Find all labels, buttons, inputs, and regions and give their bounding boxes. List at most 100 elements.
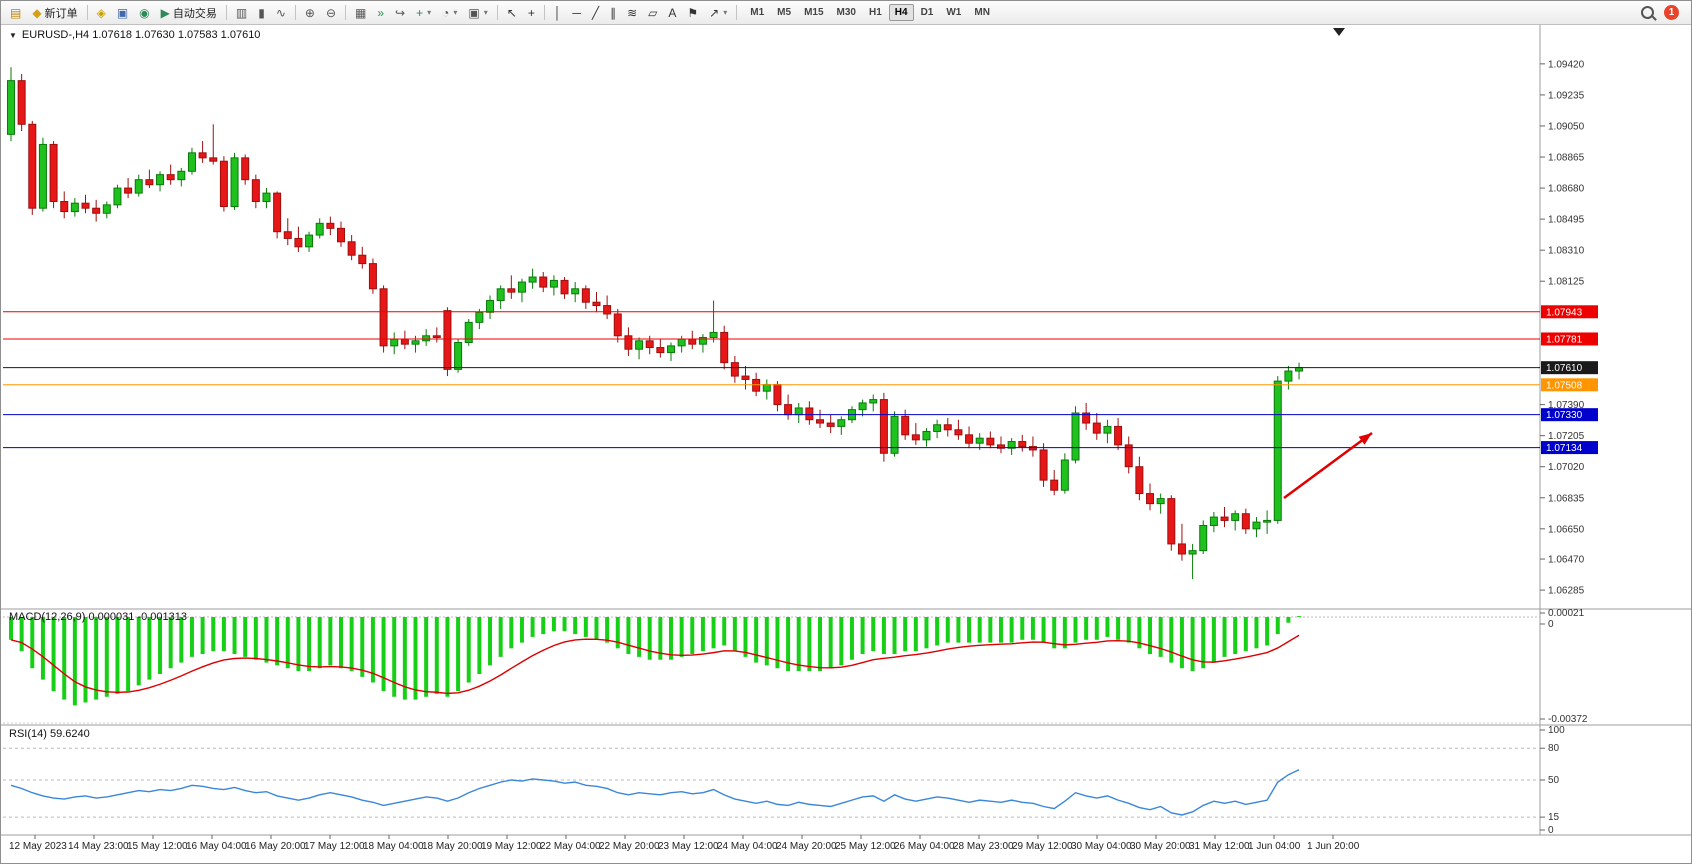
data-window-button[interactable]: ▣ [112, 2, 133, 24]
chevron-down-icon: ▾ [453, 8, 458, 17]
timeframe-m1[interactable]: M1 [750, 7, 765, 18]
candle [996, 444, 1005, 449]
candle [986, 437, 995, 446]
arrows-button[interactable]: ↗ ▾ [704, 2, 732, 24]
time-axis-label: 24 May 20:00 [776, 841, 837, 852]
line-chart-button[interactable]: ∿ [271, 2, 291, 24]
timeframe-m15[interactable]: M15 [804, 7, 824, 18]
horizontal-line-button[interactable]: ─ [567, 2, 586, 24]
vertical-line-button[interactable]: │ [549, 2, 567, 24]
candle [294, 237, 303, 248]
timeframe-d1[interactable]: D1 [920, 7, 934, 18]
candle [784, 404, 793, 416]
toolbar-separator [225, 5, 227, 20]
timeframe-m5[interactable]: M5 [777, 7, 792, 18]
time-axis-label: 15 May 12:00 [127, 841, 188, 852]
toolbar-right: 1 [1641, 5, 1687, 20]
candle [1028, 446, 1037, 451]
chart-shift-button[interactable]: ↪ [390, 2, 410, 24]
timeframe-h4[interactable]: H4 [888, 4, 914, 21]
candle [475, 311, 484, 323]
candle [933, 424, 942, 432]
candle [1231, 513, 1240, 521]
notification-badge[interactable]: 1 [1664, 5, 1679, 20]
candle [943, 424, 952, 431]
candle [49, 143, 58, 203]
macd-axis-label: -0.00372 [1548, 714, 1588, 725]
crosshair-button[interactable]: + [523, 2, 540, 24]
fibonacci-button[interactable]: ≋ [622, 2, 642, 24]
candle [1018, 441, 1027, 448]
shapes-icon: ▱ [648, 5, 658, 20]
timeframe-w1[interactable]: W1 [946, 7, 962, 18]
toolbar: ▤ ◆ 新订单 ◈ ▣ ◉ ▶ 自动交易 ▥ ▮ ∿ ⊕ ⊖ ▦» ↪ + ▾ ◔ ▾ ▣ ▾ ↖ + │ ─ ╱ ∥ ≋ ▱ A ⚑ ↗ ▾ … [1, 1, 1691, 25]
timeframe-h1[interactable]: H1 [868, 7, 882, 18]
vertical-line-icon: │ [553, 5, 562, 20]
market-watch-button[interactable]: ◈ [92, 2, 111, 24]
auto-scroll-icon: » [377, 5, 385, 20]
macd-histogram [9, 616, 1302, 706]
trend-arrow-head [1358, 433, 1372, 445]
search-icon[interactable] [1641, 6, 1654, 19]
chart-shift-marker[interactable] [1333, 28, 1345, 36]
chart-shift-icon: ↪ [395, 5, 406, 20]
charts-menu-button[interactable]: ▤ [5, 2, 26, 24]
zoom-in-button[interactable]: ⊕ [300, 2, 320, 24]
text-button[interactable]: A [663, 2, 681, 24]
toolbar-buttons: ▤ ◆ 新订单 ◈ ▣ ◉ ▶ 自动交易 ▥ ▮ ∿ ⊕ ⊖ ▦ » ↪ + ▾ ◔ ▾ ▣ ▾ ↖ + │ ─ ╱ ∥ ≋ ▱ A ⚑ ↗ ▾ [5, 2, 740, 24]
candle [113, 187, 122, 206]
price-axis-label: 1.08310 [1548, 246, 1585, 257]
candlestick-chart-button[interactable]: ▮ [253, 2, 270, 24]
candle [209, 157, 218, 162]
periods-button[interactable]: ◔ ▾ [437, 2, 462, 24]
zoom-out-button[interactable]: ⊖ [321, 2, 341, 24]
bar-chart-button[interactable]: ▥ [231, 2, 252, 24]
navigator-button[interactable]: ◉ [134, 2, 154, 24]
candle [635, 340, 644, 350]
price-axis-label: 1.06285 [1548, 586, 1585, 597]
candle [102, 204, 111, 214]
time-axis-label: 16 May 04:00 [186, 841, 247, 852]
timeframe-m30[interactable]: M30 [836, 7, 856, 18]
arrow-label-button[interactable]: ⚑ [682, 2, 703, 24]
chevron-down-icon: ▾ [723, 8, 728, 17]
trend-arrow[interactable] [1283, 431, 1373, 500]
chevron-down-icon: ▾ [427, 8, 432, 17]
collapse-arrow-icon[interactable]: ▼ [9, 31, 17, 40]
price-axis-label: 1.08680 [1548, 184, 1585, 195]
shapes-button[interactable]: ▱ [643, 2, 662, 24]
time-axis-label: 24 May 04:00 [717, 841, 778, 852]
candle [134, 179, 143, 194]
equidistant-channel-button[interactable]: ∥ [605, 2, 621, 24]
time-axis-label: 18 May 20:00 [422, 841, 483, 852]
auto-trading-icon: ▶ [160, 5, 170, 20]
price-tag [1541, 305, 1598, 319]
price-tag [1541, 441, 1598, 455]
trendline-button[interactable]: ╱ [587, 2, 604, 24]
chart-area[interactable]: 1.09420 1.09235 1.09050 1.08865 1.08680 1.084… [1, 25, 1692, 864]
time-axis-label: 30 May 20:00 [1130, 841, 1191, 852]
candle [17, 80, 26, 125]
auto-trading-button[interactable]: ▶ 自动交易 [156, 2, 222, 24]
candle [28, 123, 37, 209]
candle [581, 288, 590, 303]
candle [70, 202, 79, 213]
candle [954, 429, 963, 436]
timeframe-mn[interactable]: MN [974, 7, 990, 18]
tile-windows-button[interactable]: ▦ [350, 2, 371, 24]
cursor-button[interactable]: ↖ [502, 2, 522, 24]
auto-scroll-button[interactable]: » [372, 2, 389, 24]
rsi-line [10, 769, 1300, 816]
chart-canvas[interactable]: 1.09420 1.09235 1.09050 1.08865 1.08680 1.084… [1, 25, 1692, 864]
candle [326, 222, 335, 229]
price-axis-label: 1.07205 [1548, 431, 1585, 442]
candle [368, 263, 377, 290]
price-axis-label: 1.08495 [1548, 215, 1585, 226]
charts-menu-icon: ▤ [10, 5, 22, 20]
new-order-button[interactable]: ◆ 新订单 [27, 2, 82, 24]
candle [805, 407, 814, 421]
templates-button[interactable]: ▣ ▾ [463, 2, 492, 24]
indicators-button[interactable]: + ▾ [411, 2, 436, 24]
chart-background [1, 25, 1691, 863]
time-axis-label: 12 May 2023 [9, 841, 67, 852]
